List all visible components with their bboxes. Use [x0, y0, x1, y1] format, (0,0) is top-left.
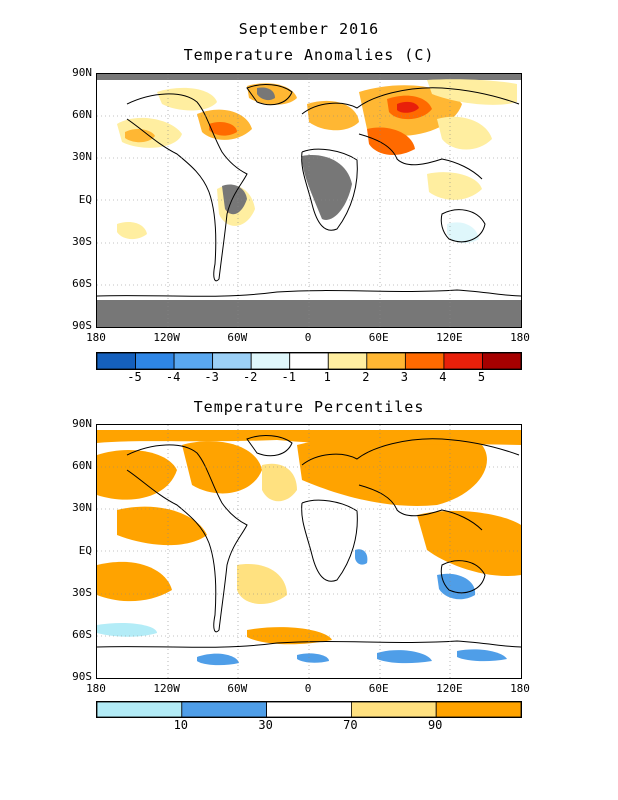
colorbar-swatch	[366, 353, 406, 369]
anomaly-south-pacific	[117, 222, 147, 240]
lon-tick-label: 120W	[153, 682, 180, 695]
percentile-atlantic	[262, 463, 297, 502]
anomaly-canada-core	[209, 121, 237, 136]
colorbar-label: -3	[204, 370, 219, 384]
colorbar-swatch	[97, 353, 136, 369]
lat-tick-label: 60S	[72, 276, 92, 290]
lat-tick-label: EQ	[78, 543, 92, 557]
lon-tick-label: 0	[304, 331, 312, 344]
lat-tick-label: 30S	[72, 585, 92, 599]
colorbar-swatch	[135, 353, 175, 369]
percentile-eastern-pacific	[117, 506, 207, 546]
coastlines	[97, 84, 521, 297]
colorbar-label: 70	[343, 718, 358, 732]
colorbar-label: 3	[400, 370, 408, 384]
lat-tick-label: 30N	[72, 501, 92, 515]
colorbar-label: 90	[427, 718, 443, 732]
percentile-eurasia	[297, 434, 487, 506]
lat-tick-label: 90N	[72, 66, 92, 79]
percentile-maritime	[417, 510, 521, 576]
percentile-indian-cool	[355, 549, 368, 565]
lat-tick-label: 60N	[72, 459, 92, 473]
lon-tick-label: 0	[304, 682, 312, 695]
lat-tick-label: 90N	[72, 417, 92, 430]
colorbar-label: 30	[258, 718, 273, 732]
colorbar-swatch	[266, 702, 352, 717]
coastlines-bottom	[97, 435, 521, 648]
bottom-map-title: Temperature Percentiles	[193, 398, 425, 416]
colorbar-label: -4	[165, 370, 181, 384]
graticule	[97, 74, 521, 327]
lon-tick-label: 120E	[436, 682, 463, 695]
colorbar-swatch	[482, 353, 521, 369]
colorbar-label: 5	[477, 370, 486, 384]
lat-tick-label: EQ	[78, 192, 92, 206]
lat-tick-label: 60N	[72, 108, 92, 122]
lon-tick-label: 180	[510, 682, 530, 695]
colorbar-swatch	[404, 353, 445, 369]
colorbar-label: -5	[127, 370, 142, 384]
percentile-colorbar	[96, 701, 522, 718]
colorbar-label: 2	[362, 370, 370, 384]
anomaly-east-asia	[437, 116, 492, 150]
anomaly-australia-cool	[447, 222, 479, 244]
colorbar-swatch	[350, 702, 437, 717]
lon-tick-label: 60W	[227, 682, 248, 695]
anomaly-siberia-hot	[397, 101, 419, 113]
lon-tick-label: 60W	[227, 331, 248, 344]
colorbar-label: 10	[173, 718, 189, 732]
lat-tick-label: 30N	[72, 150, 92, 164]
page-title: September 2016	[238, 20, 380, 38]
colorbar-swatch	[173, 353, 214, 369]
lon-tick-label: 180	[86, 682, 106, 695]
lat-tick-label: 90S	[72, 319, 92, 332]
colorbar-swatch	[181, 702, 268, 717]
lon-tick-label: 120W	[153, 331, 180, 344]
colorbar-label: 4	[439, 370, 447, 384]
lat-tick-label: 60S	[72, 627, 92, 641]
anomaly-alaska	[157, 87, 217, 111]
percentile-antarctic-cool	[197, 649, 507, 666]
lon-tick-label: 180	[86, 331, 106, 344]
anomaly-map	[96, 73, 522, 328]
colorbar-swatch	[327, 353, 368, 369]
percentile-map	[96, 424, 522, 679]
colorbar-swatch	[435, 702, 521, 717]
lat-tick-label: 90S	[72, 670, 92, 683]
lon-tick-label: 180	[510, 331, 530, 344]
percentile-southern-ocean-cool	[97, 622, 157, 637]
lat-tick-label: 30S	[72, 234, 92, 248]
colorbar-label: -2	[242, 370, 258, 384]
missing-greenland	[257, 87, 275, 101]
missing-arctic-band	[97, 74, 521, 80]
lon-tick-label: 60E	[368, 682, 389, 695]
colorbar-swatch	[443, 353, 483, 369]
anomaly-maritime-continent	[427, 172, 482, 200]
colorbar-swatch	[97, 702, 183, 717]
colorbar-swatch	[289, 353, 329, 369]
missing-africa	[302, 155, 352, 220]
colorbar-label: 1	[323, 370, 331, 384]
percentile-north-pacific	[97, 450, 177, 500]
colorbar-swatch	[212, 353, 252, 369]
top-map-title: Temperature Anomalies (C)	[183, 46, 435, 64]
percentile-south-atlantic	[237, 564, 287, 605]
anomaly-colorbar	[96, 352, 522, 370]
missing-amazon	[222, 184, 247, 215]
anomaly-central-asia	[367, 127, 415, 156]
graticule-bottom	[97, 425, 521, 678]
percentile-north-america	[182, 441, 262, 494]
lon-tick-label: 60E	[368, 331, 389, 344]
colorbar-swatch	[250, 353, 291, 369]
anomaly-europe	[307, 100, 359, 131]
anomaly-north-pacific-core	[125, 129, 155, 143]
percentile-australia-cool	[437, 573, 476, 600]
percentile-south-pacific	[97, 561, 172, 602]
lon-tick-label: 120E	[436, 331, 463, 344]
colorbar-label: -1	[281, 370, 296, 384]
